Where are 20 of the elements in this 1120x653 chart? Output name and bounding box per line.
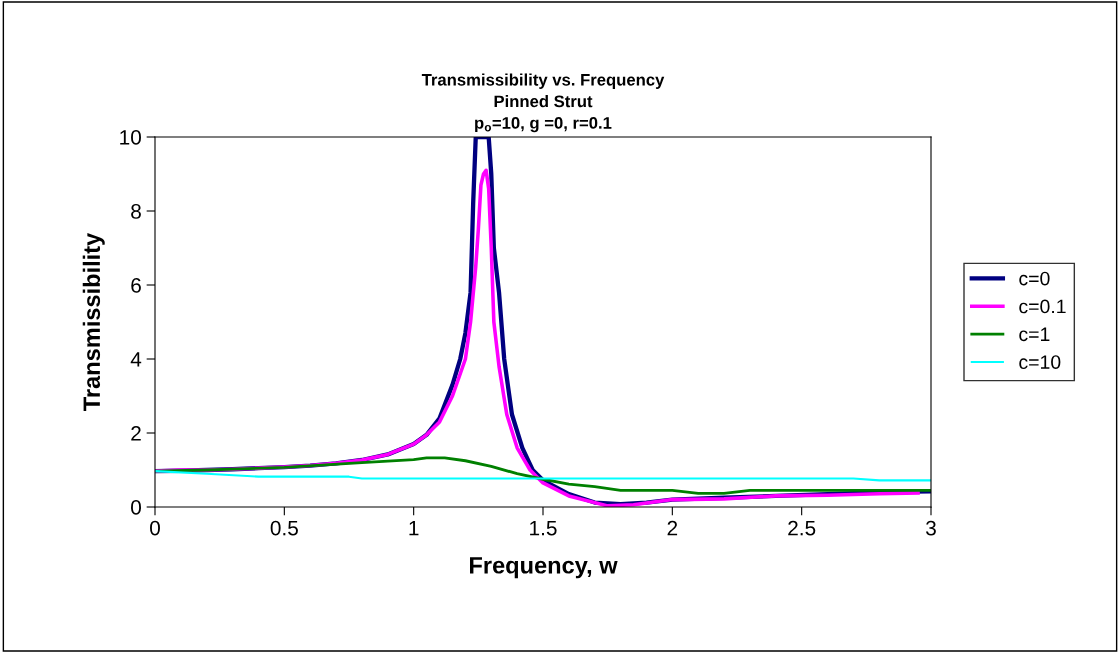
y-tick-label: 0 — [131, 500, 141, 515]
x-tick-label: 2 — [667, 520, 678, 536]
x-tick-label: 1.5 — [530, 520, 557, 536]
x-tick-label: 0.5 — [270, 520, 298, 536]
y-tick-label: 6 — [131, 278, 141, 293]
y-axis-title: Transmissibility — [82, 232, 105, 411]
y-tick-label: 2 — [131, 426, 141, 441]
chart-title: Transmissibility vs. Frequency Pinned Strut p$_{o}$=10, g =0, r=0.1 — [421, 73, 665, 133]
legend-label: c=1 — [1019, 327, 1050, 342]
x-tick-label: 1 — [409, 520, 419, 536]
x-axis-title: Frequency, w — [470, 557, 618, 579]
x-tick-label: 2.5 — [788, 520, 816, 536]
legend-label: c=0 — [1019, 271, 1050, 286]
y-tick-label: 8 — [131, 204, 141, 219]
y-tick-label: 4 — [130, 352, 142, 367]
legend-label: c=0.1 — [1019, 299, 1066, 314]
y-tick-label: 10 — [120, 130, 141, 145]
x-tick-label: 0 — [150, 520, 160, 536]
legend-label: c=10 — [1019, 355, 1061, 369]
x-tick-label: 3 — [926, 520, 936, 536]
